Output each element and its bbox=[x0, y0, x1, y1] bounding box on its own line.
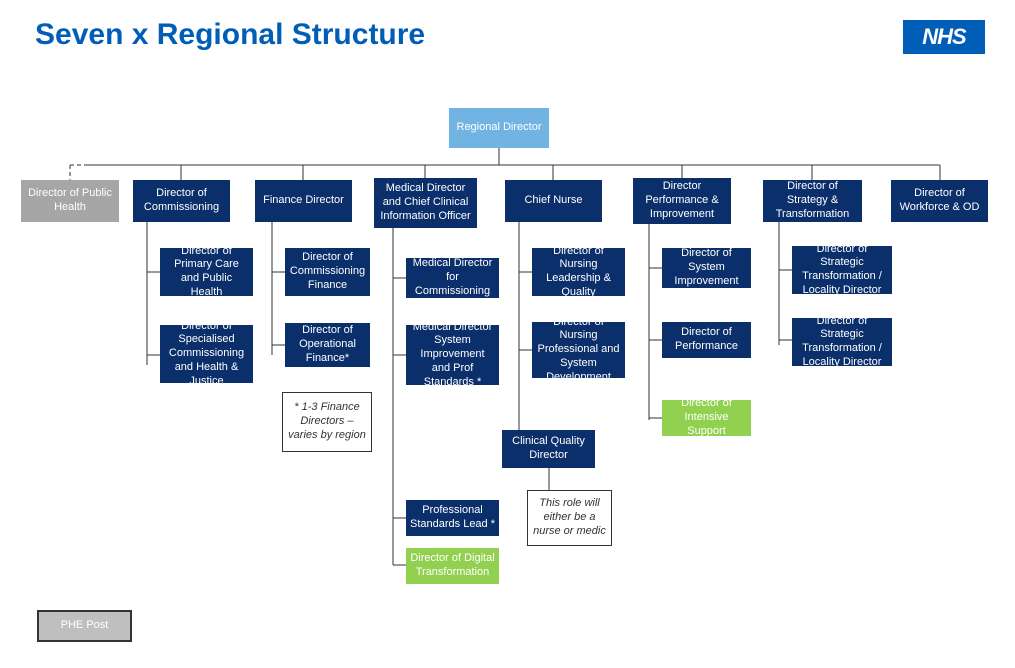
node-workforce: Director of Workforce & OD bbox=[891, 180, 988, 222]
node-system-improvement: Director of System Improvement bbox=[662, 248, 751, 288]
node-nursing-leadership: Director of Nursing Leadership & Quality bbox=[532, 248, 625, 296]
node-commissioning: Director of Commissioning bbox=[133, 180, 230, 222]
node-nurse: Chief Nurse bbox=[505, 180, 602, 222]
node-public-health: Director of Public Health bbox=[21, 180, 119, 222]
node-medical-commissioning: Medical Director for Commissioning bbox=[406, 258, 499, 298]
node-strategic-transformation-1: Director of Strategic Transformation / L… bbox=[792, 246, 892, 294]
node-finance: Finance Director bbox=[255, 180, 352, 222]
note-finance-variation: * 1-3 Finance Directors – varies by regi… bbox=[282, 392, 372, 452]
node-intensive-support: Director of Intensive Support bbox=[662, 400, 751, 436]
node-operational-finance: Director of Operational Finance* bbox=[285, 323, 370, 367]
node-primary-care: Director of Primary Care and Public Heal… bbox=[160, 248, 253, 296]
page-title: Seven x Regional Structure bbox=[35, 18, 425, 52]
node-medical-system-improvement: Medical Director System Improvement and … bbox=[406, 325, 499, 385]
node-performance: Director Performance & Improvement bbox=[633, 178, 731, 224]
node-strategy: Director of Strategy & Transformation bbox=[763, 180, 862, 222]
node-strategic-transformation-2: Director of Strategic Transformation / L… bbox=[792, 318, 892, 366]
node-digital-transformation: Director of Digital Transformation bbox=[406, 548, 499, 584]
legend-phe-post: PHE Post bbox=[37, 610, 132, 642]
node-nursing-professional: Director of Nursing Professional and Sys… bbox=[532, 322, 625, 378]
note-clinical-role: This role will either be a nurse or medi… bbox=[527, 490, 612, 546]
node-medical: Medical Director and Chief Clinical Info… bbox=[374, 178, 477, 228]
node-performance-dir: Director of Performance bbox=[662, 322, 751, 358]
node-clinical-quality: Clinical Quality Director bbox=[502, 430, 595, 468]
node-professional-standards: Professional Standards Lead * bbox=[406, 500, 499, 536]
node-specialised-commissioning: Director of Specialised Commissioning an… bbox=[160, 325, 253, 383]
node-regional-director: Regional Director bbox=[449, 108, 549, 148]
nhs-logo: NHS bbox=[903, 20, 985, 54]
node-commissioning-finance: Director of Commissioning Finance bbox=[285, 248, 370, 296]
